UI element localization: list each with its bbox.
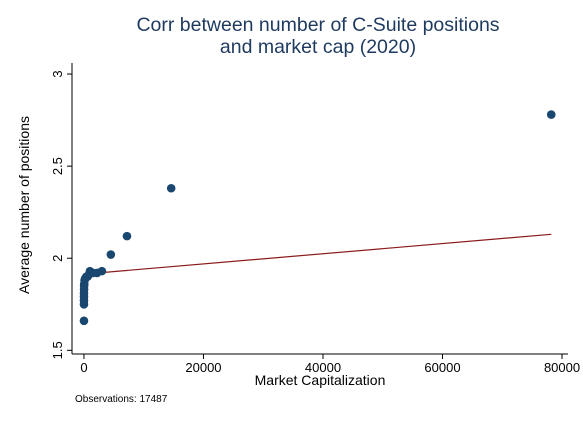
x-tick-label: 60000 [424, 360, 460, 375]
y-axis-label: Average number of positions [16, 116, 32, 294]
data-point [546, 110, 556, 119]
fitted-line [83, 233, 552, 275]
y-tick-label: 1.5 [50, 341, 65, 359]
observations-note: Observations: 17487 [75, 394, 168, 405]
x-tick-label: 80000 [544, 360, 580, 375]
axes: 0 20000 40000 60000 80000 1.5 2 2.5 3 [50, 63, 580, 375]
y-tick-label: 2 [50, 255, 65, 262]
plot-area [79, 110, 556, 326]
chart-title-line-1: Corr between number of C-Suite positions [136, 14, 499, 36]
x-tick-label: 40000 [305, 360, 341, 375]
data-point [106, 250, 116, 259]
y-tick-label: 2.5 [50, 157, 65, 175]
data-point [166, 183, 176, 193]
data-point [122, 231, 132, 241]
data-point [79, 299, 89, 309]
x-tick-label: 20000 [185, 360, 221, 375]
x-tick-label: 0 [80, 360, 87, 375]
data-point [79, 316, 89, 326]
chart-title-line-2: and market cap (2020) [220, 36, 416, 58]
x-axis-label: Market Capitalization [255, 372, 386, 388]
y-tick-label: 3 [50, 70, 65, 77]
